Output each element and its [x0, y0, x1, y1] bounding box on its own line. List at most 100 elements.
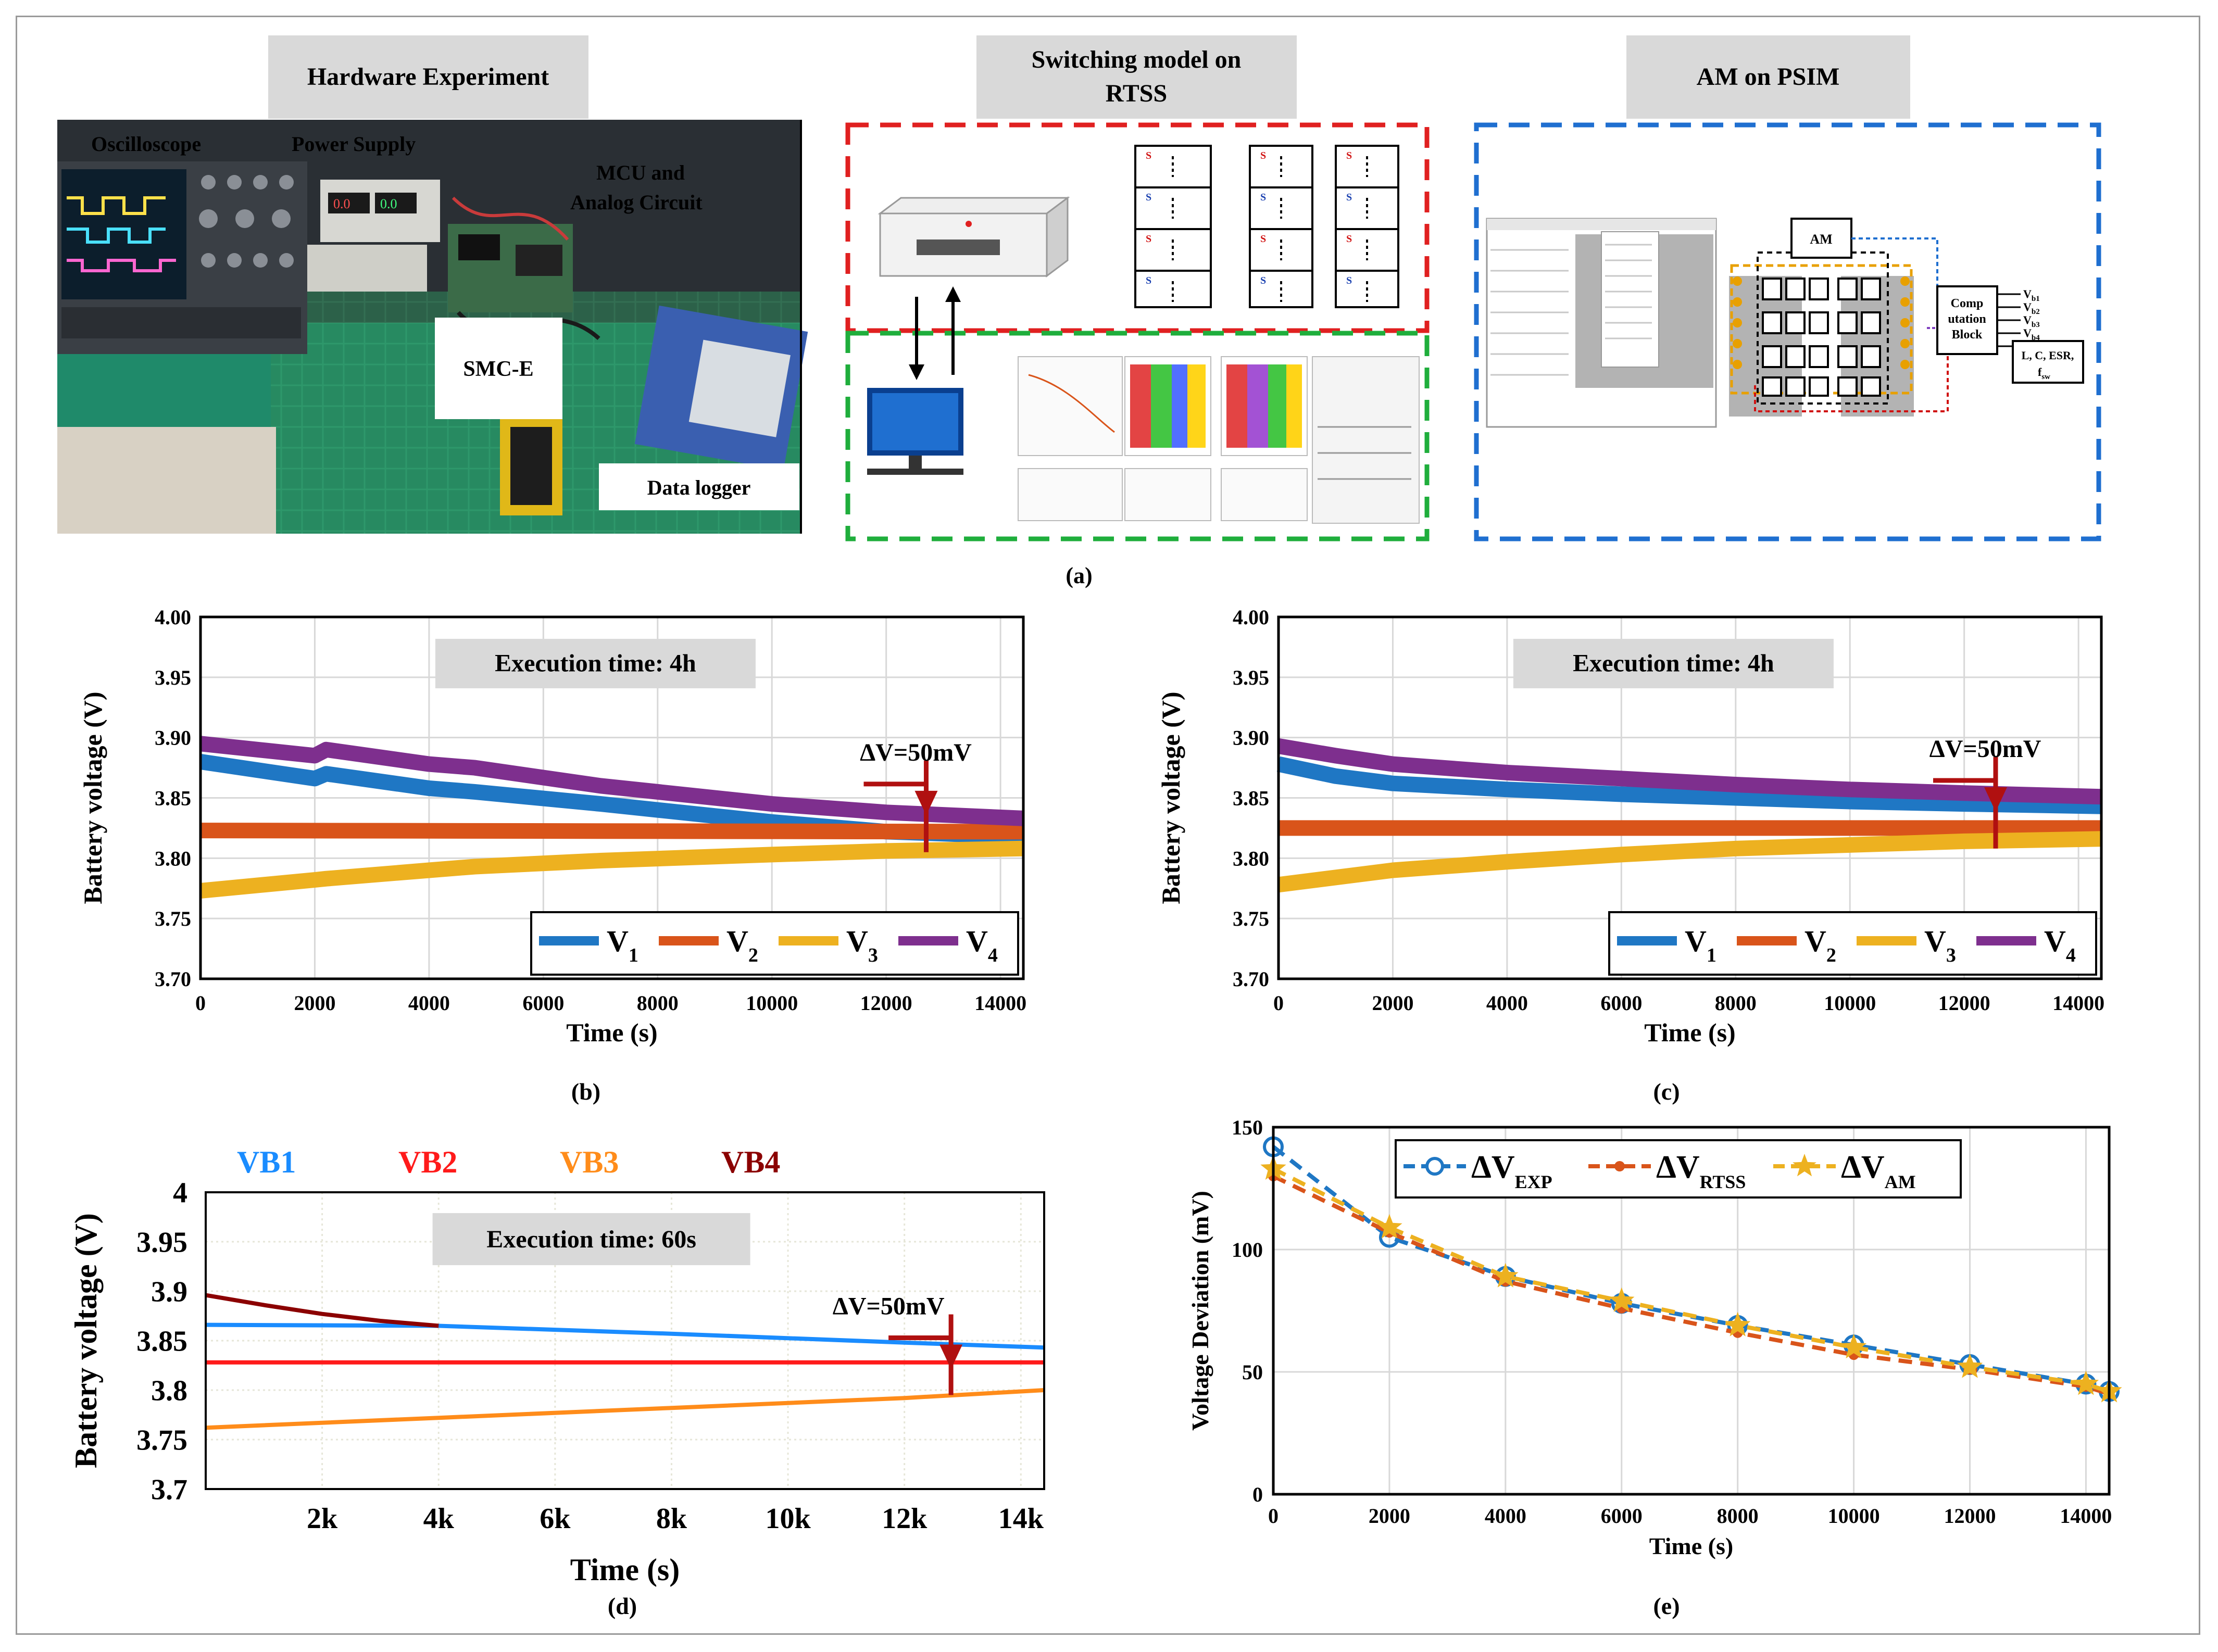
- x-tick-label: 6000: [522, 991, 564, 1015]
- data-point-am: [1957, 1353, 1983, 1378]
- panel-caption: (c): [1653, 1078, 1680, 1105]
- plot-frame: [199, 615, 1025, 980]
- y-tick-label: 4.00: [1233, 606, 1269, 629]
- x-tick-label: 4k: [423, 1503, 455, 1535]
- x-tick-label: 10k: [765, 1503, 811, 1535]
- psim-title-box: [1626, 35, 1910, 119]
- legend-marker: [1614, 1161, 1625, 1171]
- plot-frame: [1272, 1126, 2111, 1496]
- x-tick-label: 12000: [1938, 991, 1990, 1015]
- y-tick-label: 3.9: [151, 1276, 187, 1308]
- legend-marker: [1425, 1157, 1444, 1176]
- series-line-vb4: [205, 1293, 439, 1328]
- legend-entry: V3: [846, 924, 878, 966]
- mcu-board: [448, 196, 600, 340]
- legend-entry: V1: [607, 924, 638, 966]
- x-axis-label: Time (s): [570, 1553, 680, 1587]
- y-tick-label: 3.80: [155, 847, 191, 870]
- x-tick-label: 4000: [1485, 1504, 1526, 1528]
- comp-block-line2: utation: [1948, 312, 1986, 326]
- svg-text:S: S: [1260, 150, 1266, 161]
- smc-e-label: SMC-E: [463, 357, 533, 381]
- y-axis-label: Battery voltage (V): [78, 691, 107, 904]
- x-tick-label: 4000: [408, 991, 450, 1015]
- x-tick-label: 14000: [974, 991, 1026, 1015]
- plot-frame: [205, 1191, 1045, 1490]
- panel-a: 0.0 0.0 Os: [57, 35, 2101, 588]
- y-tick-label: 3.95: [136, 1227, 187, 1259]
- rtss-title-box: [976, 35, 1297, 119]
- svg-text:S: S: [1346, 150, 1352, 161]
- legend-entry-sub: RTSS: [1700, 1171, 1746, 1192]
- data-logger-label: Data logger: [647, 476, 751, 499]
- delta-v-arrowhead: [939, 1344, 963, 1369]
- x-tick-label: 14000: [2052, 991, 2104, 1015]
- rtss-result-thumbnails: [1018, 356, 1420, 524]
- hardware-photo: 0.0 0.0 Os: [57, 120, 808, 534]
- hardware-title: Hardware Experiment: [307, 63, 549, 91]
- legend-entry-sub: 2: [1826, 944, 1836, 966]
- power-supply-label: Power Supply: [292, 132, 416, 156]
- x-tick-label: 12000: [860, 991, 912, 1015]
- panel-caption: (d): [608, 1593, 637, 1619]
- x-tick-label: 14k: [998, 1503, 1044, 1535]
- execution-time-box: [435, 639, 756, 688]
- x-axis-label: Time (s): [1644, 1018, 1735, 1047]
- svg-text:0.0: 0.0: [333, 196, 350, 211]
- chart-b: 0 2000 4000 6000 8000 10000 12000 14000 3.70 3.75…: [78, 606, 1026, 1105]
- legend-entry: VB3: [560, 1145, 619, 1179]
- x-tick-label: 8000: [1717, 1504, 1759, 1528]
- y-tick-label: 3.8: [151, 1375, 187, 1407]
- execution-time-label: Execution time: 60s: [486, 1226, 696, 1253]
- legend-entry: V2: [1805, 924, 1836, 966]
- x-axis-label: Time (s): [1649, 1533, 1733, 1559]
- comp-block-line1: Comp: [1951, 297, 1984, 310]
- data-point-am: [2073, 1370, 2099, 1395]
- input-vb2: Vb2: [2023, 300, 2040, 316]
- chart-d: 2k 4k 6k 8k 10k 12k 14k 3.7 3.75 3.8 3.85 3.9 3.95 4 T…: [69, 1145, 1045, 1619]
- rtss-host-box: [845, 286, 1430, 541]
- y-tick-label: 3.75: [136, 1424, 187, 1457]
- x-tick-label: 8000: [1715, 991, 1757, 1015]
- rtss-hardware-box: S S S S S S S S S S S S: [845, 122, 1430, 333]
- y-axis-label: Battery voltage (V): [1156, 691, 1185, 904]
- oscilloscope-label: Oscilloscope: [91, 132, 201, 156]
- params-line1: L, C, ESR,: [2022, 349, 2074, 362]
- legend-entry-name: V: [1924, 924, 1946, 958]
- y-tick-label: 3.90: [155, 726, 191, 750]
- x-tick-label: 4000: [1486, 991, 1528, 1015]
- legend-entry: VB4: [721, 1145, 780, 1179]
- execution-time-box: [1513, 639, 1834, 688]
- psim-box: AM Comp utation Block: [1474, 122, 2101, 541]
- legend-entry-sub: 4: [2066, 944, 2076, 966]
- computation-block: Comp utation Block Vb1 Vb2 Vb3 Vb4 L, C,…: [1936, 285, 2084, 384]
- am-label: AM: [1810, 232, 1832, 247]
- chart-e: 0 2000 4000 6000 8000 10000 12000 14000 0 50 100 15…: [1187, 1116, 2122, 1619]
- mcu-label-line2: Analog Circuit: [570, 191, 703, 214]
- legend-entry: VB1: [237, 1145, 296, 1179]
- x-tick-label: 6000: [1600, 991, 1642, 1015]
- y-axis-label: Voltage Deviation (mV): [1187, 1191, 1213, 1431]
- x-tick-label: 10000: [746, 991, 798, 1015]
- legend-entry-name: ΔV: [1841, 1150, 1885, 1185]
- series-line-v4: [1277, 738, 2102, 805]
- series-line-vb3: [205, 1388, 1045, 1430]
- legend-entry-sub: 1: [629, 944, 638, 966]
- x-tick-label: 8k: [656, 1503, 687, 1535]
- legend-entry: V3: [1924, 924, 1956, 966]
- y-tick-label: 3.85: [1233, 787, 1269, 810]
- svg-text:S: S: [1346, 275, 1352, 286]
- psim-software-window: [1486, 218, 1717, 428]
- x-tick-label: 2000: [1369, 1504, 1410, 1528]
- chart-c: 0 2000 4000 6000 8000 10000 12000 14000 3.70 3.75…: [1156, 606, 2104, 1105]
- svg-text:S: S: [1146, 192, 1151, 203]
- svg-text:S: S: [1346, 233, 1352, 245]
- panel-caption: (b): [571, 1078, 600, 1105]
- switching-model-schematics: [1134, 145, 1399, 308]
- host-pc-icon: [867, 388, 963, 475]
- legend-entry: VB2: [398, 1145, 457, 1179]
- y-tick-label: 3.95: [1233, 666, 1269, 689]
- y-axis-label: Battery voltage (V): [69, 1213, 103, 1468]
- data-point-am: [1493, 1263, 1519, 1288]
